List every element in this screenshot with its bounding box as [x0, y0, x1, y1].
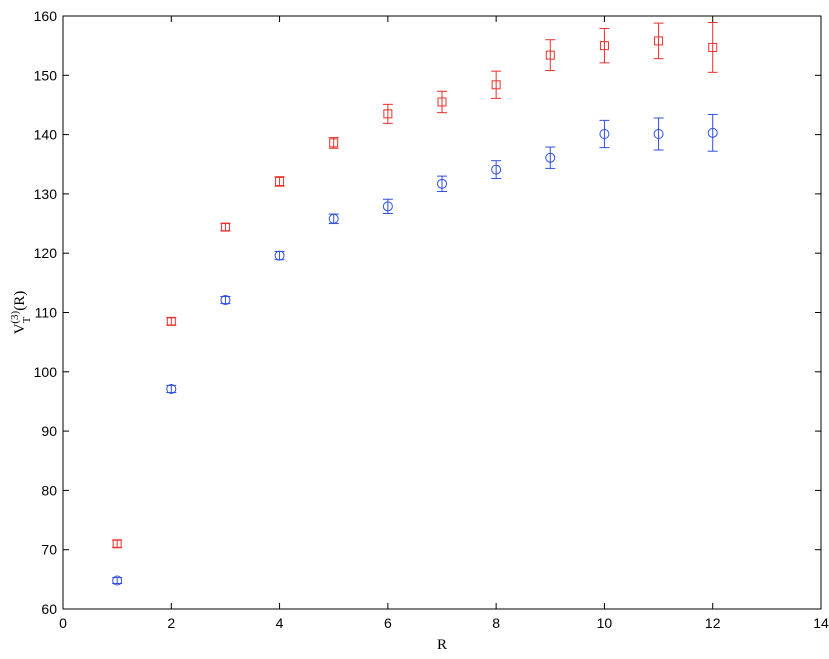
y-axis-title-suffix: (R)	[12, 291, 28, 311]
data-point-circle	[112, 575, 123, 586]
y-tick-label: 120	[34, 245, 58, 261]
x-tick-label: 0	[59, 615, 67, 631]
data-point-square	[166, 316, 176, 326]
x-tick-label: 14	[813, 615, 829, 631]
circle-series	[112, 113, 718, 586]
data-point-circle	[437, 178, 447, 189]
data-point-circle	[707, 127, 718, 138]
y-tick-label: 110	[35, 305, 58, 321]
y-tick-label: 140	[34, 127, 58, 143]
y-axis-title: VT(3)(R)	[9, 291, 33, 334]
data-point-square	[545, 50, 555, 60]
y-tick-label: 100	[34, 364, 58, 380]
data-point-square	[599, 41, 609, 51]
data-point-circle	[274, 250, 285, 261]
x-axis-ticks: 0 2 4 6 8 10 12 14	[59, 16, 829, 631]
data-point-circle	[545, 152, 556, 163]
data-point-circle	[166, 383, 177, 394]
y-axis-title-superscript: (3)	[9, 310, 21, 323]
y-tick-label: 70	[41, 542, 57, 558]
y-tick-label: 160	[34, 8, 58, 24]
x-tick-label: 10	[597, 615, 613, 631]
x-tick-label: 6	[384, 615, 392, 631]
data-point-circle	[382, 201, 393, 212]
y-tick-label: 150	[34, 67, 58, 83]
data-point-circle	[491, 164, 502, 175]
data-point-square	[654, 36, 664, 46]
y-axis-title-subscript: T	[21, 316, 33, 323]
x-tick-label: 8	[492, 615, 500, 631]
y-tick-label: 90	[41, 423, 57, 439]
data-point-circle	[220, 295, 231, 306]
series-layer	[112, 22, 718, 586]
data-point-square	[437, 97, 447, 107]
y-axis-title-base: V	[12, 323, 28, 334]
data-point-circle	[599, 129, 610, 140]
data-point-square	[220, 222, 230, 232]
square-series	[112, 22, 718, 549]
data-point-square	[491, 80, 501, 90]
x-tick-label: 2	[167, 615, 175, 631]
y-tick-label: 80	[41, 482, 57, 498]
y-tick-label: 60	[41, 601, 57, 617]
y-axis-ticks: 60 70 80 90 100 110 120 130 140 150 160	[34, 8, 821, 617]
data-point-square	[329, 138, 339, 148]
x-tick-label: 4	[276, 615, 284, 631]
data-point-square	[383, 109, 393, 119]
y-tick-label: 130	[34, 186, 58, 202]
data-point-square	[708, 42, 718, 52]
x-tick-label: 12	[705, 615, 721, 631]
data-point-circle	[653, 129, 664, 140]
data-point-square	[275, 176, 285, 186]
data-point-circle	[328, 213, 339, 224]
data-point-square	[112, 539, 122, 549]
x-axis-title: R	[437, 637, 447, 653]
